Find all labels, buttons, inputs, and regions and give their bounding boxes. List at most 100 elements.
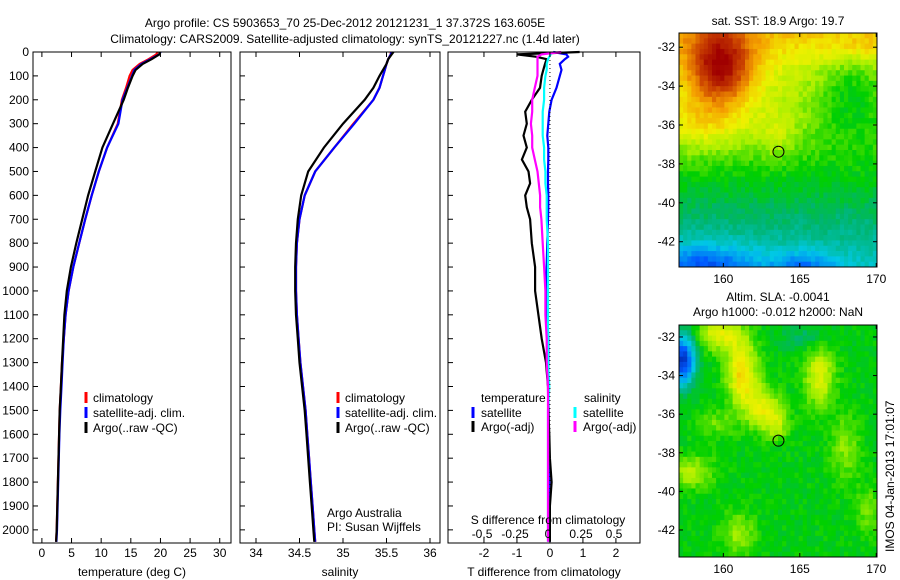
map-cell xyxy=(819,70,824,76)
y-tick-label: 1500 xyxy=(2,403,29,417)
map-cell xyxy=(860,351,866,358)
map-cell xyxy=(683,261,688,268)
map-cell xyxy=(782,165,787,172)
map-cell xyxy=(802,229,808,236)
map-cell xyxy=(848,86,853,92)
map-cell xyxy=(761,509,767,516)
map-cell xyxy=(712,38,717,45)
map-cell xyxy=(695,144,701,151)
map-cell xyxy=(790,118,795,124)
map-cell xyxy=(683,472,688,479)
map-cell xyxy=(856,219,861,225)
map-cell xyxy=(716,80,721,87)
map-cell xyxy=(811,139,816,146)
map-cell xyxy=(703,48,709,55)
map-cell xyxy=(790,383,795,389)
map-cell xyxy=(716,187,721,193)
map-cell xyxy=(852,43,857,50)
map-cell xyxy=(778,504,783,510)
map-cell xyxy=(740,235,746,241)
map-cell xyxy=(778,75,783,82)
map-cell xyxy=(831,456,837,463)
map-cell xyxy=(773,224,779,231)
map-cell xyxy=(835,187,841,193)
map-cell xyxy=(712,160,717,167)
map-cell xyxy=(811,96,816,103)
map-cell xyxy=(815,187,820,193)
map-cell xyxy=(773,235,779,241)
map-cell xyxy=(732,70,738,76)
map-cell xyxy=(769,38,775,45)
map-cell xyxy=(699,213,705,220)
map-cell xyxy=(790,102,795,108)
map-cell xyxy=(691,245,696,252)
map-cell xyxy=(827,75,833,82)
map-cell xyxy=(761,335,767,342)
map-cell xyxy=(679,435,684,442)
map-cell xyxy=(712,123,717,130)
map-cell xyxy=(753,203,758,209)
map-cell xyxy=(773,435,779,442)
map-cell xyxy=(712,451,717,458)
map-cell xyxy=(703,224,709,231)
map-cell xyxy=(856,134,861,140)
map-cell xyxy=(823,70,828,76)
map-cell xyxy=(844,551,849,558)
map-cell xyxy=(802,446,808,452)
map-cell xyxy=(815,165,820,172)
map-cell xyxy=(823,176,828,183)
map-cell xyxy=(732,346,738,352)
map-cell xyxy=(844,128,849,135)
map-cell xyxy=(815,192,820,199)
map-cell xyxy=(695,409,701,416)
map-cell xyxy=(872,340,878,347)
map-cell xyxy=(786,346,791,352)
map-cell xyxy=(699,123,705,130)
map-cell xyxy=(782,240,787,247)
map-cell xyxy=(856,372,861,379)
map-cell xyxy=(683,509,688,516)
map-cell xyxy=(728,388,734,394)
map-cell xyxy=(778,197,783,204)
map-cell xyxy=(815,467,820,474)
map-cell xyxy=(683,139,688,146)
map-cell xyxy=(724,208,729,215)
map-cell xyxy=(749,128,754,135)
map-cell xyxy=(732,435,738,442)
map-cell xyxy=(757,107,762,114)
map-cell xyxy=(765,451,771,458)
map-cell xyxy=(868,456,874,463)
map-cell xyxy=(691,70,696,76)
map-cell xyxy=(786,112,791,119)
map-cell xyxy=(765,456,771,463)
map-cell xyxy=(778,356,783,363)
map-cell xyxy=(687,86,692,92)
map-cell xyxy=(806,419,812,426)
map-cell xyxy=(860,33,866,39)
map-cell xyxy=(806,361,812,368)
map-cell xyxy=(765,150,771,156)
map-cell xyxy=(856,493,861,500)
map-cell xyxy=(778,467,783,474)
map-cell xyxy=(860,213,866,220)
map-cell xyxy=(794,235,800,241)
map-cell xyxy=(848,33,853,39)
map-cell xyxy=(831,351,837,358)
map-cell xyxy=(695,139,701,146)
map-cell xyxy=(753,245,758,252)
map-cell xyxy=(716,488,721,495)
map-cell xyxy=(757,33,762,39)
map-cell xyxy=(757,451,762,458)
map-cell xyxy=(761,102,767,108)
map-cell xyxy=(753,361,758,368)
map-cell xyxy=(860,551,866,558)
map-cell xyxy=(815,504,820,510)
map-cell xyxy=(753,256,758,263)
map-cell xyxy=(707,70,713,76)
map-cell xyxy=(856,383,861,389)
map-cell xyxy=(749,330,754,336)
map-cell xyxy=(798,346,804,352)
map-cell xyxy=(852,346,857,352)
map-cell xyxy=(683,38,688,45)
map-cell xyxy=(868,335,874,342)
